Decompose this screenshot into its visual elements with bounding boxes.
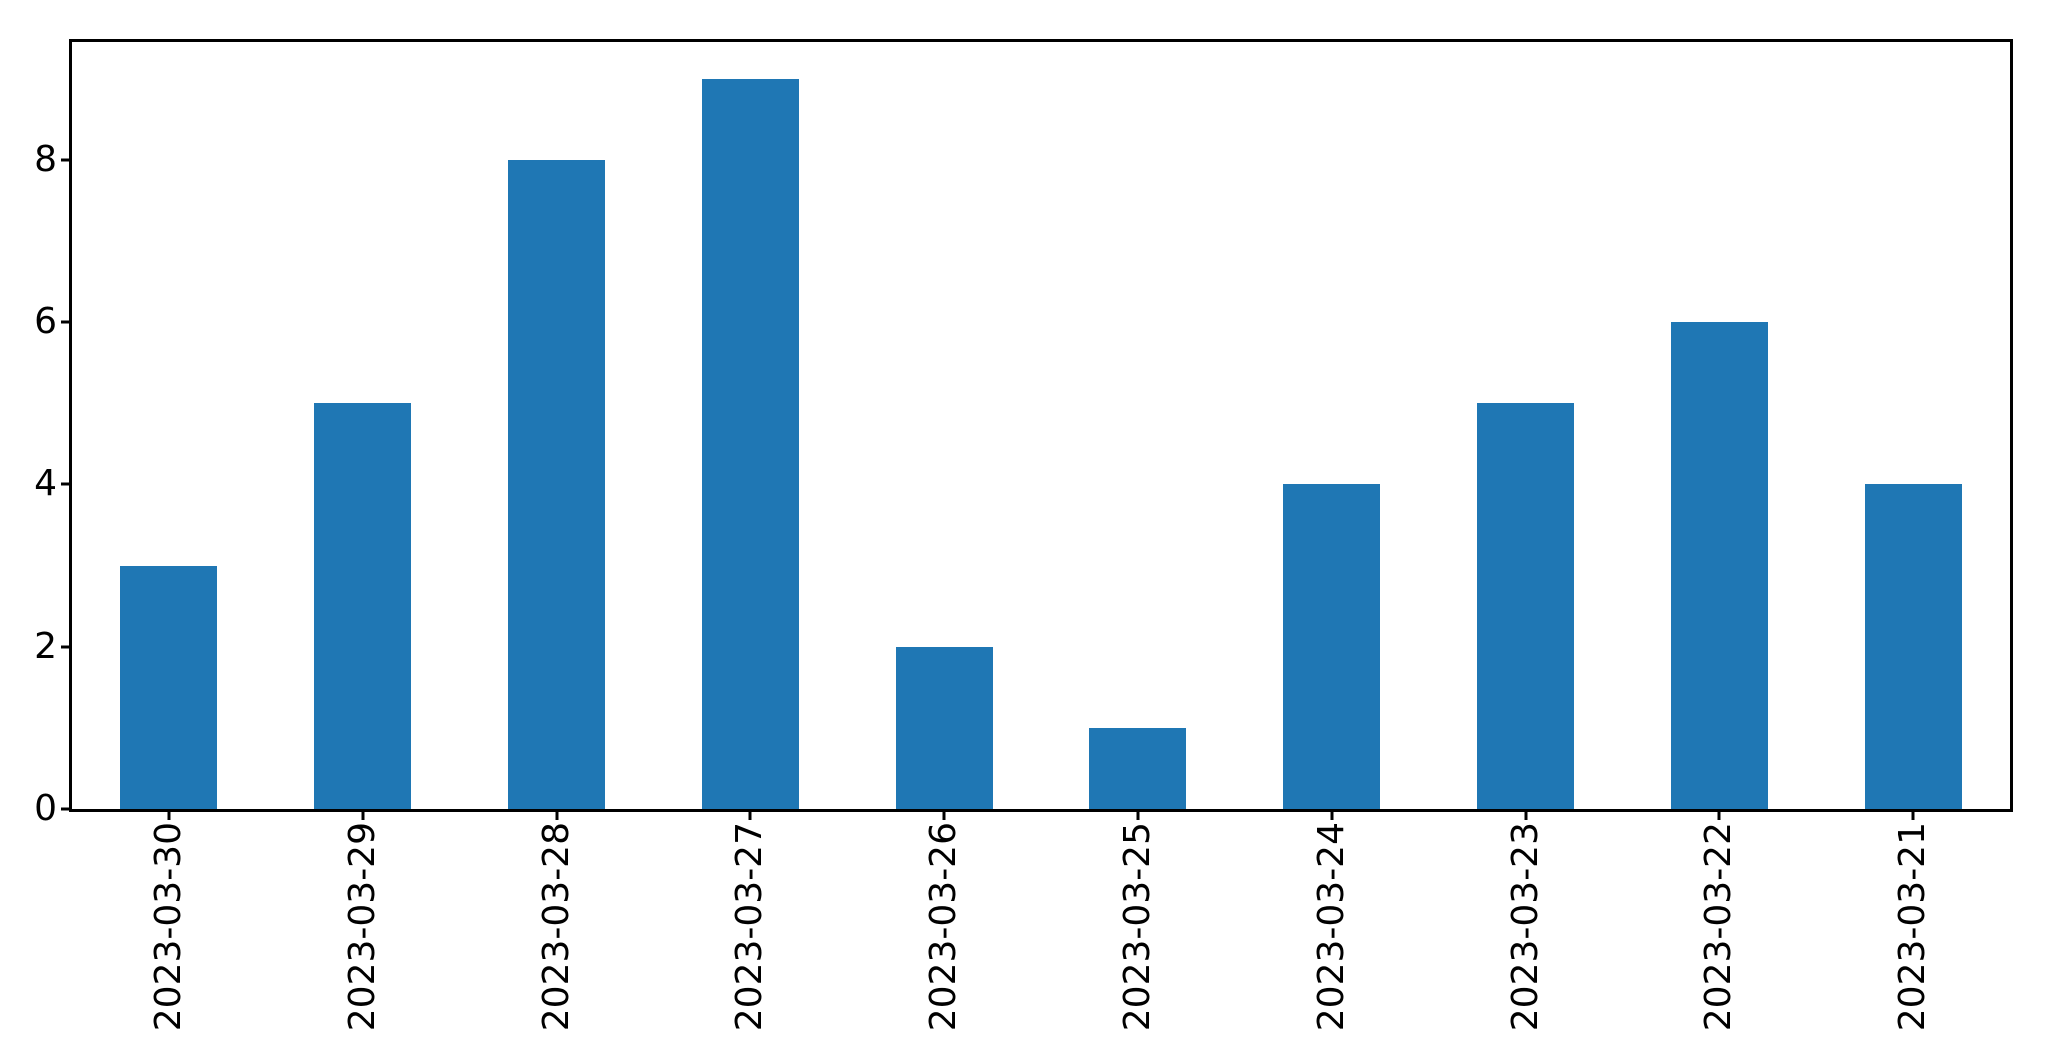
x-tick-mark [555,812,558,820]
bar [1089,727,1187,809]
x-tick-label: 2023-03-23 [1504,822,1546,1032]
x-tick-label: 2023-03-22 [1698,822,1740,1032]
x-tick-label: 2023-03-26 [923,822,965,1032]
x-tick-label: 2023-03-25 [1116,822,1158,1032]
x-tick-label: 2023-03-21 [1892,822,1934,1032]
y-tick-label: 2 [34,625,57,667]
x-tick-mark [942,812,946,820]
y-tick-label: 8 [34,138,57,180]
y-tick-label: 4 [34,463,57,505]
y-tick-mark [61,807,69,811]
bar [1864,484,1962,809]
y-tick-mark [61,482,69,486]
bar [701,78,799,809]
x-tick-mark [167,812,171,820]
x-tick-mark [361,812,365,820]
x-tick-mark [1717,812,1721,820]
y-tick-mark [61,645,69,649]
y-tick-mark [61,158,69,162]
y-tick-label: 0 [34,788,57,829]
y-tick-label: 6 [34,301,57,343]
x-tick-mark [748,812,752,820]
x-tick-label: 2023-03-30 [147,822,189,1032]
bar [1477,403,1574,809]
bar [1283,484,1381,809]
x-tick-label: 2023-03-24 [1310,822,1352,1032]
x-tick-mark [1330,812,1334,820]
bar [508,159,605,809]
bar [120,565,218,809]
x-tick-label: 2023-03-27 [729,822,771,1032]
x-tick-label: 2023-03-28 [535,822,577,1032]
x-tick-label: 2023-03-29 [341,822,383,1032]
bar [314,403,412,809]
y-tick-mark [61,320,69,324]
x-tick-mark [1911,812,1915,820]
x-tick-mark [1524,812,1527,820]
bar [895,646,993,809]
bar [1670,322,1768,809]
x-tick-mark [1136,812,1140,820]
